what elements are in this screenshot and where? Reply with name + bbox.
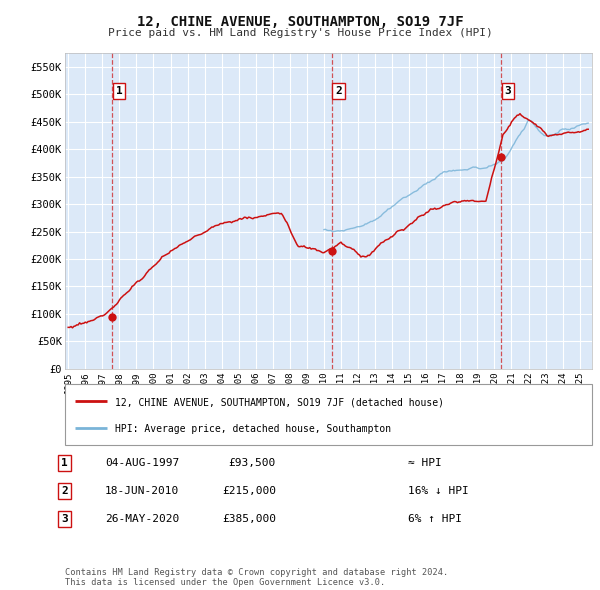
Text: 2: 2 bbox=[61, 486, 68, 496]
Text: 12, CHINE AVENUE, SOUTHAMPTON, SO19 7JF: 12, CHINE AVENUE, SOUTHAMPTON, SO19 7JF bbox=[137, 15, 463, 29]
Text: 18-JUN-2010: 18-JUN-2010 bbox=[105, 486, 179, 496]
Text: 16% ↓ HPI: 16% ↓ HPI bbox=[408, 486, 469, 496]
Text: 2: 2 bbox=[335, 86, 342, 96]
Text: ≈ HPI: ≈ HPI bbox=[408, 458, 442, 468]
Text: 3: 3 bbox=[505, 86, 511, 96]
Text: 6% ↑ HPI: 6% ↑ HPI bbox=[408, 514, 462, 524]
Text: 1: 1 bbox=[61, 458, 68, 468]
Text: Contains HM Land Registry data © Crown copyright and database right 2024.
This d: Contains HM Land Registry data © Crown c… bbox=[65, 568, 448, 587]
Text: £93,500: £93,500 bbox=[229, 458, 276, 468]
Text: 04-AUG-1997: 04-AUG-1997 bbox=[105, 458, 179, 468]
Text: Price paid vs. HM Land Registry's House Price Index (HPI): Price paid vs. HM Land Registry's House … bbox=[107, 28, 493, 38]
FancyBboxPatch shape bbox=[65, 384, 592, 445]
Text: £385,000: £385,000 bbox=[222, 514, 276, 524]
Text: 12, CHINE AVENUE, SOUTHAMPTON, SO19 7JF (detached house): 12, CHINE AVENUE, SOUTHAMPTON, SO19 7JF … bbox=[115, 397, 444, 407]
Text: 3: 3 bbox=[61, 514, 68, 524]
Text: 1: 1 bbox=[116, 86, 122, 96]
Text: £215,000: £215,000 bbox=[222, 486, 276, 496]
Text: HPI: Average price, detached house, Southampton: HPI: Average price, detached house, Sout… bbox=[115, 424, 391, 434]
Text: 26-MAY-2020: 26-MAY-2020 bbox=[105, 514, 179, 524]
